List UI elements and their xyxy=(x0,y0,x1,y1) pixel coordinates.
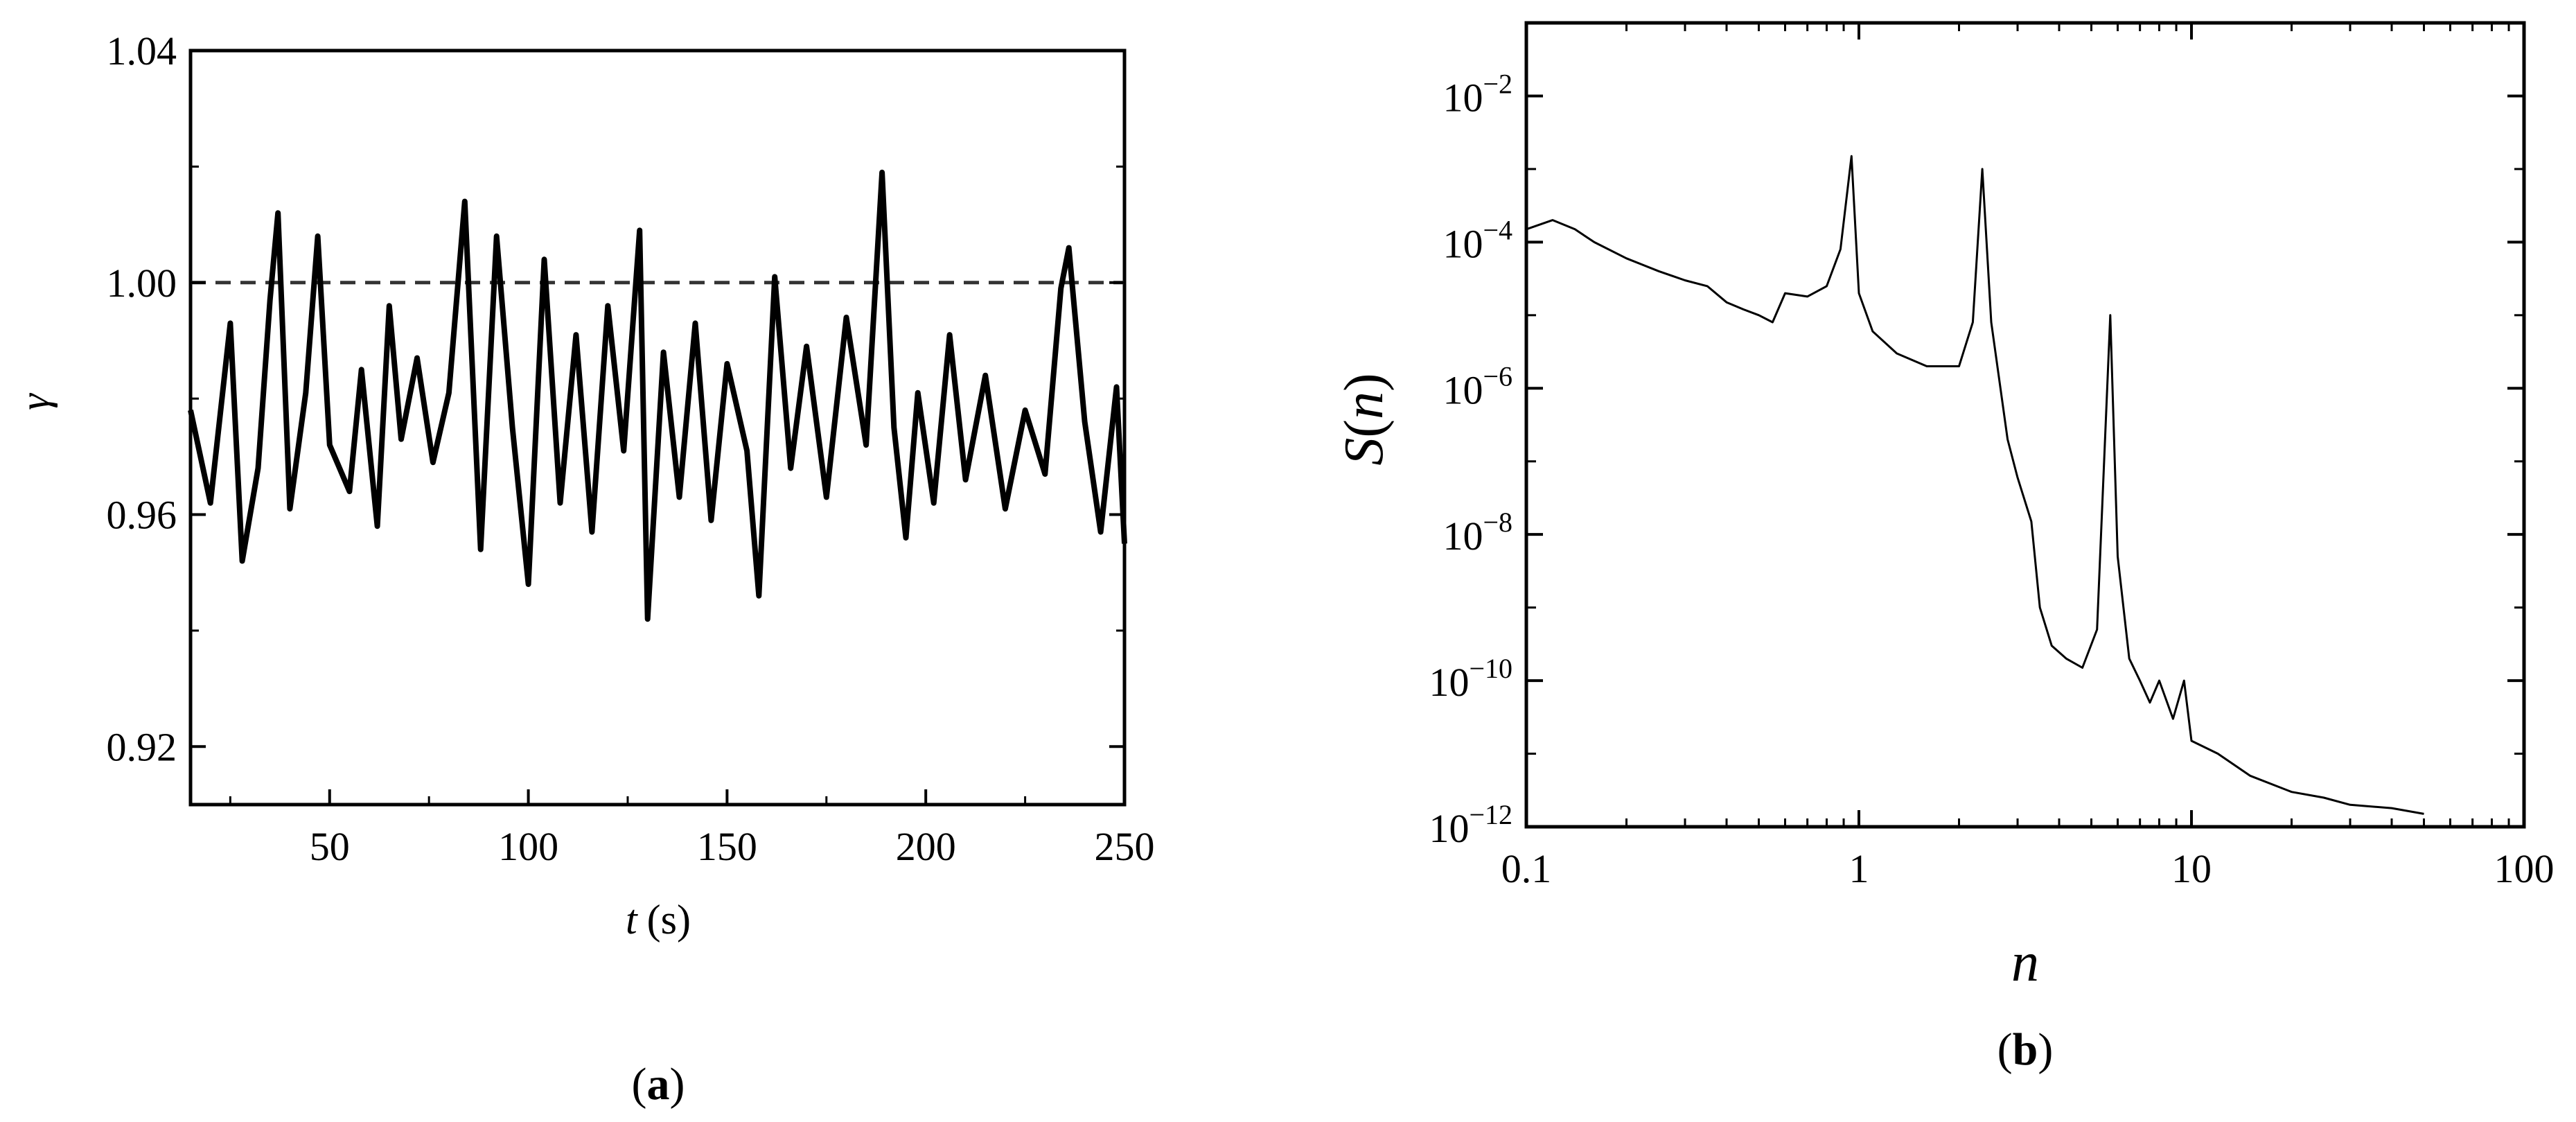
panel-a-x-axis-unit: (s) xyxy=(647,897,691,943)
y-tick-label: 0.96 xyxy=(107,493,177,538)
x-tick-label: 150 xyxy=(697,824,757,869)
x-tick-label: 200 xyxy=(896,824,956,869)
panel-b-x-ticks: 0.1 1 10 100 xyxy=(1501,23,2555,891)
panel-a-data-series xyxy=(188,169,1127,622)
panel-a-y-axis-label: γ xyxy=(12,393,58,410)
panel-a-x-axis-label: t (s) xyxy=(626,897,691,943)
panel-b: 0.1 1 10 100 10−12 10−10 10−8 10−6 10−4 10−2 n S… xyxy=(1334,21,2555,1075)
panel-a-x-ticks: 50 100 150 200 250 xyxy=(229,789,1155,869)
y-tick-label: 10−4 xyxy=(1443,214,1512,266)
y-tick-label: 10−2 xyxy=(1443,68,1512,120)
y-tick-label: 10−6 xyxy=(1443,360,1512,412)
panel-a-label: (a) xyxy=(632,1059,685,1110)
x-tick-label: 50 xyxy=(310,824,350,869)
x-tick-label: 1 xyxy=(1849,846,1869,891)
panel-b-data-series xyxy=(1526,155,2424,815)
x-tick-label: 0.1 xyxy=(1501,846,1552,891)
y-tick-label: 10−12 xyxy=(1429,799,1512,851)
x-tick-label: 100 xyxy=(498,824,558,869)
panel-b-label: (b) xyxy=(1997,1024,2054,1075)
x-tick-label: 100 xyxy=(2494,846,2555,891)
panel-a-x-axis-variable: t xyxy=(626,897,638,943)
panel-b-y-axis-label: S(n) xyxy=(1334,373,1395,465)
y-tick-label: 0.92 xyxy=(107,724,177,769)
panel-b-plot-frame xyxy=(1524,21,2526,829)
panel-a-y-ticks: 0.92 0.96 1.00 1.04 xyxy=(107,28,1124,769)
y-tick-label: 10−10 xyxy=(1429,653,1512,705)
x-tick-label: 250 xyxy=(1095,824,1155,869)
y-tick-label: 1.04 xyxy=(107,28,177,73)
y-tick-label: 1.00 xyxy=(107,261,177,306)
panel-a: 50 100 150 200 250 0.92 0.96 1.00 1.04 t (s) γ (… xyxy=(12,28,1155,1110)
panel-b-y-ticks: 10−12 10−10 10−8 10−6 10−4 10−2 xyxy=(1429,21,2524,851)
x-tick-label: 10 xyxy=(2171,846,2212,891)
panel-b-x-axis-label: n xyxy=(2011,932,2039,993)
y-tick-label: 10−8 xyxy=(1443,507,1512,559)
panel-a-plot-frame xyxy=(188,49,1127,807)
